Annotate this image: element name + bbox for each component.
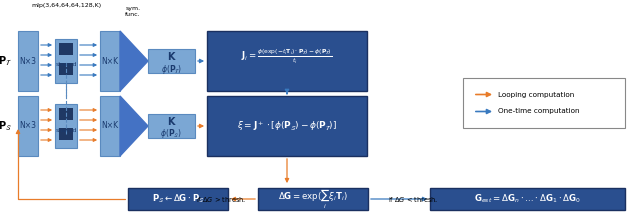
Polygon shape [120,31,148,91]
Bar [148,49,195,73]
Text: $\mathbf{G}_{est} = \Delta\mathbf{G}_n \cdot \ldots \cdot \Delta\mathbf{G}_1 \cd: $\mathbf{G}_{est} = \Delta\mathbf{G}_n \… [474,193,580,205]
Text: $\xi = \mathbf{J}^+ \cdot [\phi(\mathbf{P}_\mathcal{S}) - \phi(\mathbf{P}_\mathc: $\xi = \mathbf{J}^+ \cdot [\phi(\mathbf{… [237,119,337,133]
Text: if $\Delta G$ < thresh.: if $\Delta G$ < thresh. [388,194,438,203]
Text: $\mathbf{P}_\mathcal{T}$: $\mathbf{P}_\mathcal{T}$ [0,54,12,68]
Polygon shape [120,96,148,156]
Text: One-time computation: One-time computation [498,108,579,114]
Bar [430,188,625,210]
Text: N×K: N×K [101,57,118,65]
Bar [18,31,38,91]
Text: mlp(3,64,64,64,128,K): mlp(3,64,64,64,128,K) [31,3,101,8]
Text: if $\Delta G$ > thresh.: if $\Delta G$ > thresh. [196,194,246,203]
Bar [100,31,120,91]
Bar [55,104,77,148]
Text: $\mathbf{P}_\mathcal{S}$: $\mathbf{P}_\mathcal{S}$ [0,119,12,133]
Text: K: K [167,52,175,62]
Bar [59,128,73,140]
Text: N×3: N×3 [19,57,36,65]
Bar [59,63,73,75]
Bar [463,78,625,128]
Bar [18,96,38,156]
Bar [100,96,120,156]
Text: Looping computation: Looping computation [498,92,574,97]
Bar [59,43,73,55]
Text: sym.
func.: sym. func. [125,6,141,17]
Text: N×3: N×3 [19,121,36,130]
Text: N×K: N×K [101,121,118,130]
Text: $\mathbf{J}_i = \frac{\phi(\exp(-t_i\mathbf{T}_i)\cdot\mathbf{P}_\mathcal{T}) - : $\mathbf{J}_i = \frac{\phi(\exp(-t_i\mat… [241,48,333,67]
Bar [128,188,228,210]
Text: $\mathbf{P}_\mathcal{S} \leftarrow \Delta\mathbf{G} \cdot \mathbf{P}_\mathcal{S}: $\mathbf{P}_\mathcal{S} \leftarrow \Delt… [152,193,204,205]
Text: K: K [167,117,175,127]
Bar [59,108,73,120]
Text: shared: shared [55,127,77,132]
Text: $\Delta\mathbf{G} = \exp(\sum_i \xi_i \mathbf{T}_i)$: $\Delta\mathbf{G} = \exp(\sum_i \xi_i \m… [278,187,348,211]
Bar [207,31,367,91]
Bar [55,39,77,83]
Text: $\phi(\mathbf{P}_\mathcal{T})$: $\phi(\mathbf{P}_\mathcal{T})$ [161,62,182,76]
Bar [148,114,195,138]
Text: shared: shared [55,62,77,67]
Bar [207,96,367,156]
Bar [258,188,368,210]
Text: $\phi(\mathbf{P}_\mathcal{S})$: $\phi(\mathbf{P}_\mathcal{S})$ [160,127,182,140]
